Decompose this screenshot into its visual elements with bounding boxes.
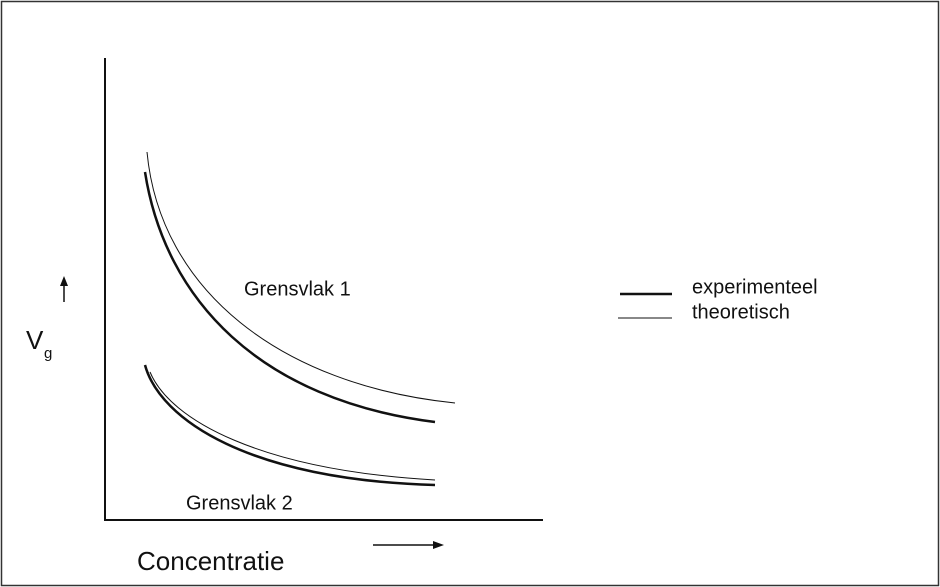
theoretical-curve-2 xyxy=(149,371,436,481)
experimental-curve-1 xyxy=(143,171,436,424)
x-arrow-head xyxy=(433,541,444,549)
annotation: Grensvlak 2 xyxy=(186,492,293,514)
legend-label: theoretisch xyxy=(692,301,790,323)
theoretical-curve-1 xyxy=(146,151,456,404)
annotation: Grensvlak 1 xyxy=(244,278,351,300)
y-arrow-head xyxy=(60,276,68,286)
y-axis-label-subscript: g xyxy=(44,345,52,362)
x-axis-label: Concentratie xyxy=(137,546,284,576)
experimental-curve-2 xyxy=(143,364,436,487)
y-axis-label: V xyxy=(26,325,44,355)
legend-label: experimenteel xyxy=(692,276,818,298)
